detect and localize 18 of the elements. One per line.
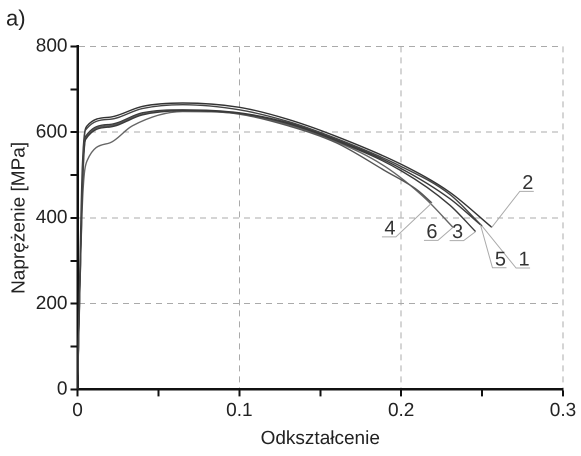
y-tick-label: 0: [56, 378, 68, 400]
series-label: 6: [426, 220, 438, 243]
x-tick-label: 0: [72, 400, 83, 422]
x-tick-label: 0.3: [550, 400, 576, 422]
text: 1: [518, 248, 530, 271]
x-axis-title: Odkształcenie: [260, 428, 380, 449]
y-axis-title: Naprężenie [MPa]: [8, 142, 30, 294]
y-tick-label: 400: [36, 207, 68, 228]
series-label: 3: [452, 221, 464, 244]
x-tick-label: 0.2: [388, 400, 414, 422]
y-tick-label: 200: [36, 292, 68, 314]
series-label: 5: [494, 248, 506, 270]
chart-title: a): [6, 5, 26, 30]
y-tick-label: 800: [36, 36, 68, 57]
y-tick-label: 600: [36, 121, 68, 142]
series-label: 4: [384, 217, 396, 240]
text: 2: [522, 172, 534, 194]
x-tick-label: 0.1: [226, 400, 253, 422]
